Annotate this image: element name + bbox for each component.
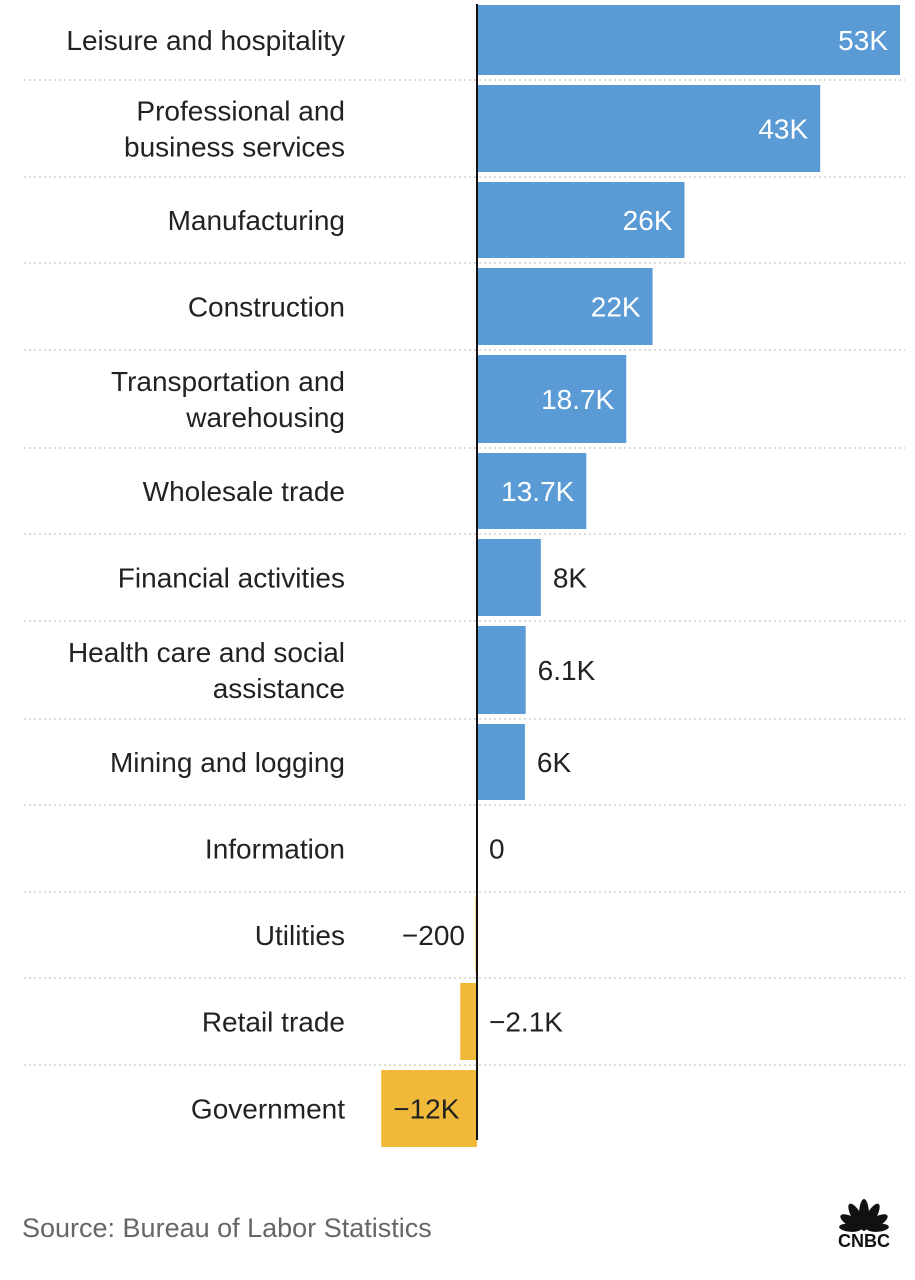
bar — [460, 983, 477, 1060]
value-label: −12K — [393, 1094, 459, 1125]
bar — [381, 1070, 477, 1147]
peacock-icon — [839, 1199, 889, 1232]
value-label: 6K — [537, 747, 572, 778]
bar-chart: Leisure and hospitality 53K Professional a… — [24, 4, 905, 1147]
value-label: −2.1K — [489, 1007, 563, 1038]
category-label: Professional and business services — [124, 96, 345, 163]
category-label: Wholesale trade — [143, 476, 345, 507]
cnbc-logo: CNBC — [838, 1199, 890, 1249]
category-label: Manufacturing — [168, 205, 345, 236]
source-note: Source: Bureau of Labor Statistics — [22, 1213, 432, 1243]
category-label: Information — [205, 834, 345, 865]
category-label: Leisure and hospitality — [66, 25, 345, 56]
value-label: 43K — [758, 114, 808, 145]
category-label: Retail trade — [202, 1007, 345, 1038]
category-label: Health care and social assistance — [68, 637, 345, 704]
bar — [477, 724, 525, 800]
category-label: Mining and logging — [110, 747, 345, 778]
bar — [477, 539, 541, 616]
category-label: Utilities — [255, 920, 345, 951]
bar — [477, 268, 653, 345]
category-label: Financial activities — [118, 563, 345, 594]
bar — [477, 182, 685, 258]
value-label: 26K — [623, 205, 673, 236]
bar — [477, 85, 821, 172]
value-label: 22K — [591, 292, 641, 323]
value-label: 18.7K — [541, 384, 614, 415]
value-label: 13.7K — [501, 476, 574, 507]
bar — [477, 626, 526, 714]
value-label: 8K — [553, 563, 588, 594]
value-label: −200 — [402, 920, 465, 951]
bar — [477, 453, 587, 529]
value-label: 53K — [838, 25, 888, 56]
value-label: 6.1K — [538, 655, 596, 686]
bar — [477, 355, 627, 443]
value-label: 0 — [489, 834, 505, 865]
logo-text: CNBC — [838, 1231, 890, 1249]
category-label: Transportation and warehousing — [111, 366, 345, 433]
category-label: Government — [191, 1094, 345, 1125]
bar — [477, 5, 900, 75]
category-label: Construction — [188, 292, 345, 323]
